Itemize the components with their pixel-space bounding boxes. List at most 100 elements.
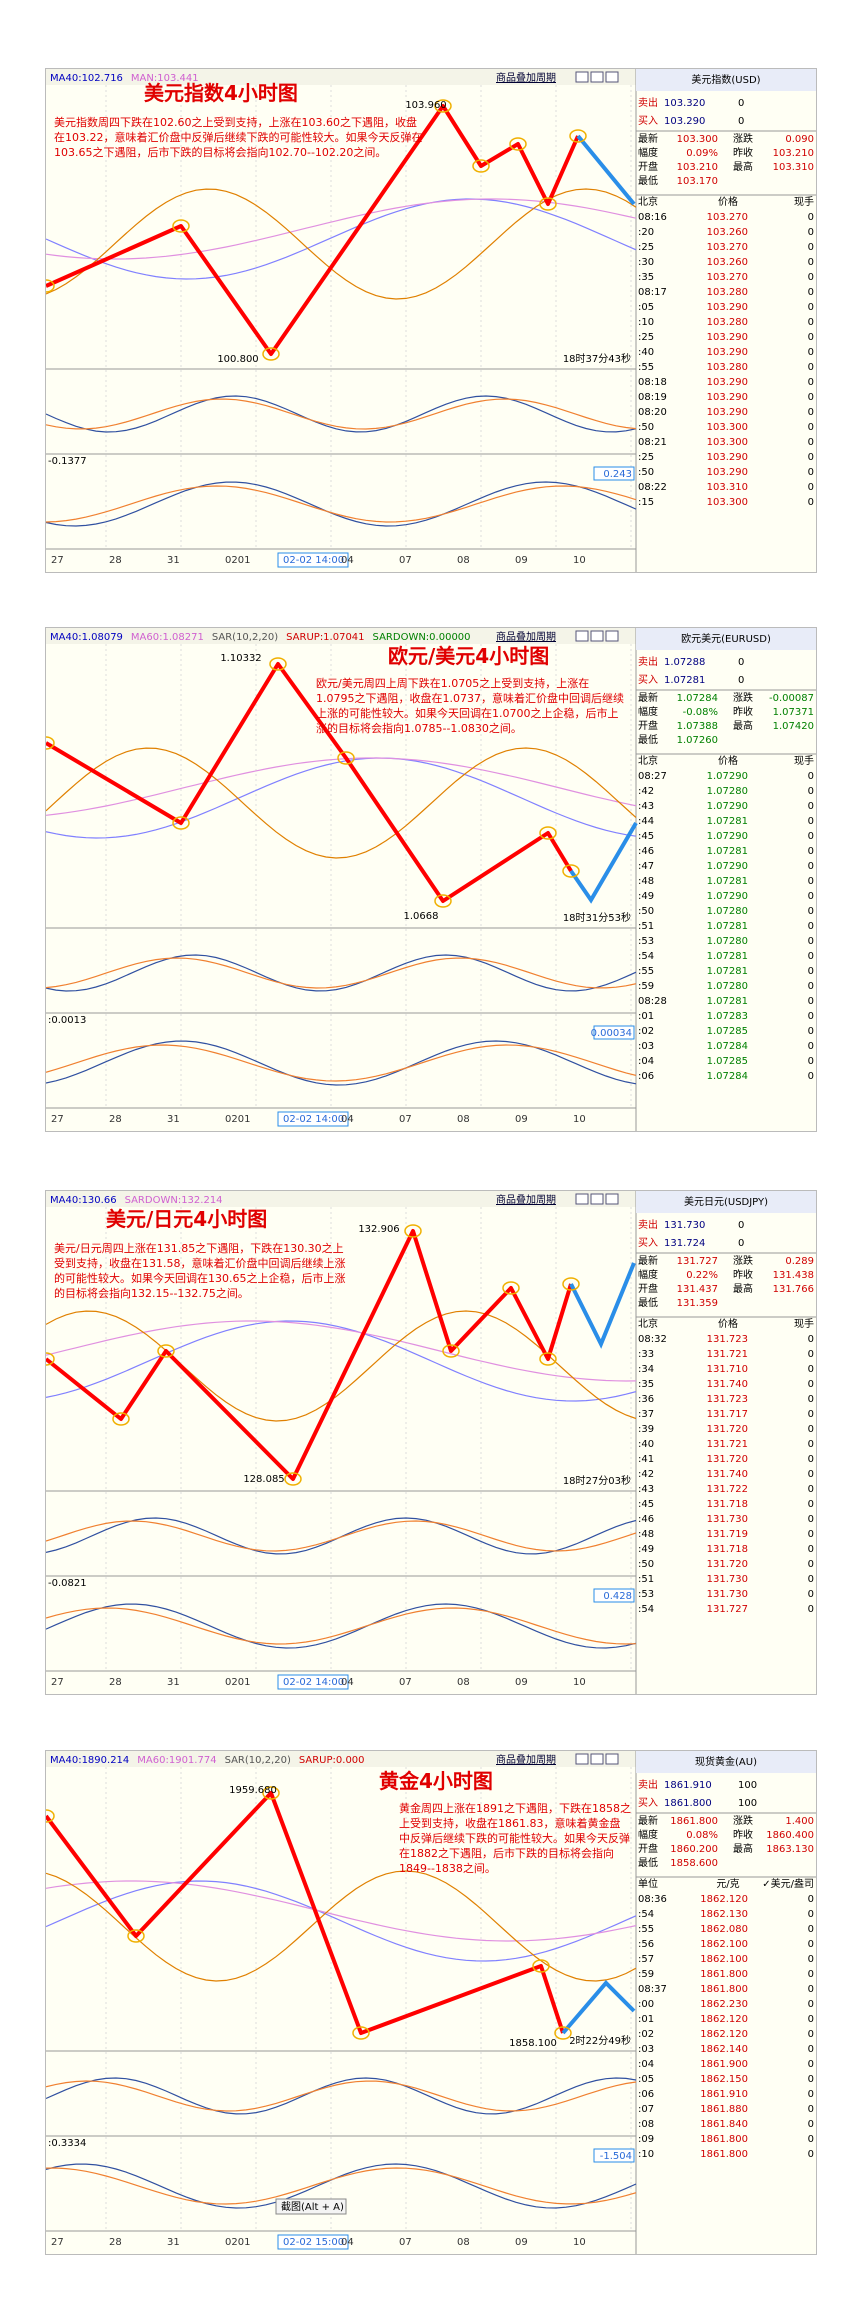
menu-item[interactable]: 商品叠加 [496,1193,536,1206]
tick-time: :10 [638,2149,654,2160]
tick-time: 08:19 [638,392,667,403]
quote-stat: 0.22% [686,1270,718,1281]
menu-item[interactable]: 商品叠加 [496,71,536,84]
legend-item: SAR(10,2,20) [212,632,278,643]
quote-volume: 100 [738,1780,757,1791]
tick-time: :25 [638,242,654,253]
legend-item: MA40:130.66 [50,1195,117,1206]
quote-stat: 1.07388 [677,721,718,732]
top-bar [46,1751,636,1767]
tick-price: 103.290 [707,467,748,478]
tick-volume: 0 [808,2149,814,2160]
ticks-head: 北京 [638,754,658,767]
tick-volume: 0 [808,2104,814,2115]
tick-time: :50 [638,422,654,433]
quote-volume: 0 [738,1238,744,1249]
tooltip: 截图(Alt + A) [281,2200,344,2213]
menu-item[interactable]: 周期 [536,631,556,643]
x-tick-label: 07 [399,1677,412,1688]
indicator-line [46,1044,637,1082]
trend-line [46,104,580,356]
tick-time: :01 [638,1011,654,1022]
turn-marker [46,1352,55,1366]
level-label: 1858.100 [509,2038,557,2049]
menu-item[interactable]: 商品叠加 [496,630,536,643]
toolbar-button[interactable] [575,1753,589,1765]
indicator-line [46,1320,637,1402]
toolbar-button[interactable] [575,1193,589,1205]
tick-price: 103.270 [707,212,748,223]
quote-stat: 开盘 [638,1282,658,1295]
quote-stat: 103.310 [773,162,814,173]
sub-value-box [593,2148,635,2163]
turn-marker [562,864,580,878]
indicator-line [46,1870,637,1982]
toolbar-button[interactable] [605,1753,619,1765]
tick-volume: 0 [808,1999,814,2010]
quote-price: 131.724 [664,1238,705,1249]
tick-time: :51 [638,1574,654,1585]
turn-marker [554,2026,572,2040]
tick-time: :46 [638,1514,654,1525]
toolbar-button[interactable] [590,71,604,83]
tick-time: :59 [638,981,654,992]
tick-time: :35 [638,272,654,283]
menu-item[interactable]: 周期 [536,72,556,84]
tick-volume: 0 [808,1394,814,1405]
quote-label: 卖出 [638,96,658,109]
tick-volume: 0 [808,392,814,403]
quote-volume: 100 [738,1798,757,1809]
toolbar-button[interactable] [575,630,589,642]
tick-price: 103.290 [707,407,748,418]
quote-stat: 涨跌 [733,1254,753,1267]
toolbar-button[interactable] [605,71,619,83]
legend-item: SARDOWN:0.00000 [373,632,471,643]
tick-volume: 0 [808,1409,814,1420]
indicator-line [46,2167,637,2205]
toolbar-button[interactable] [590,630,604,642]
indicator-line [46,2077,637,2115]
turn-marker [442,1344,460,1358]
ticks-head: ✓美元/盎司 [762,1877,814,1890]
tick-time: 08:28 [638,996,667,1007]
toolbar-button[interactable] [590,1753,604,1765]
tick-price: 1.07284 [707,1041,748,1052]
tick-volume: 0 [808,467,814,478]
tick-time: :33 [638,1349,654,1360]
quote-stat: 幅度 [638,146,658,159]
tick-time: :53 [638,1589,654,1600]
quote-volume: 0 [738,116,744,127]
toolbar-button[interactable] [575,71,589,83]
quote-stat: 103.170 [677,176,718,187]
axis-highlight [277,552,349,568]
tick-volume: 0 [808,1604,814,1615]
tick-time: :03 [638,2044,654,2055]
indicator-line [46,1520,637,1552]
tick-volume: 0 [808,1894,814,1905]
toolbar-button[interactable] [605,1193,619,1205]
toolbar-button[interactable] [605,630,619,642]
quote-label: 卖出 [638,655,658,668]
quote-stat: 1858.600 [670,1858,718,1869]
menu-item[interactable]: 周期 [536,1194,556,1206]
indicator-line [46,1310,637,1422]
ticks-head: 现手 [794,195,814,208]
tick-volume: 0 [808,242,814,253]
quote-stat: 幅度 [638,1268,658,1281]
tick-volume: 0 [808,1529,814,1540]
top-bar [46,1191,636,1207]
x-tick-label: 08 [457,555,470,566]
top-bar [46,628,636,644]
quote-stat: 最高 [733,719,753,732]
menu-item[interactable]: 商品叠加 [496,1753,536,1766]
level-label: 1.10332 [220,653,261,664]
quote-label: 买入 [638,1797,658,1809]
tick-volume: 0 [808,771,814,782]
tick-time: :04 [638,1056,654,1067]
ticks-head: 价格 [718,754,738,767]
indicator-line [46,481,637,527]
turn-marker [262,347,280,361]
toolbar-button[interactable] [590,1193,604,1205]
menu-item[interactable]: 周期 [536,1754,556,1766]
sub-value: 0.428 [603,1591,632,1602]
